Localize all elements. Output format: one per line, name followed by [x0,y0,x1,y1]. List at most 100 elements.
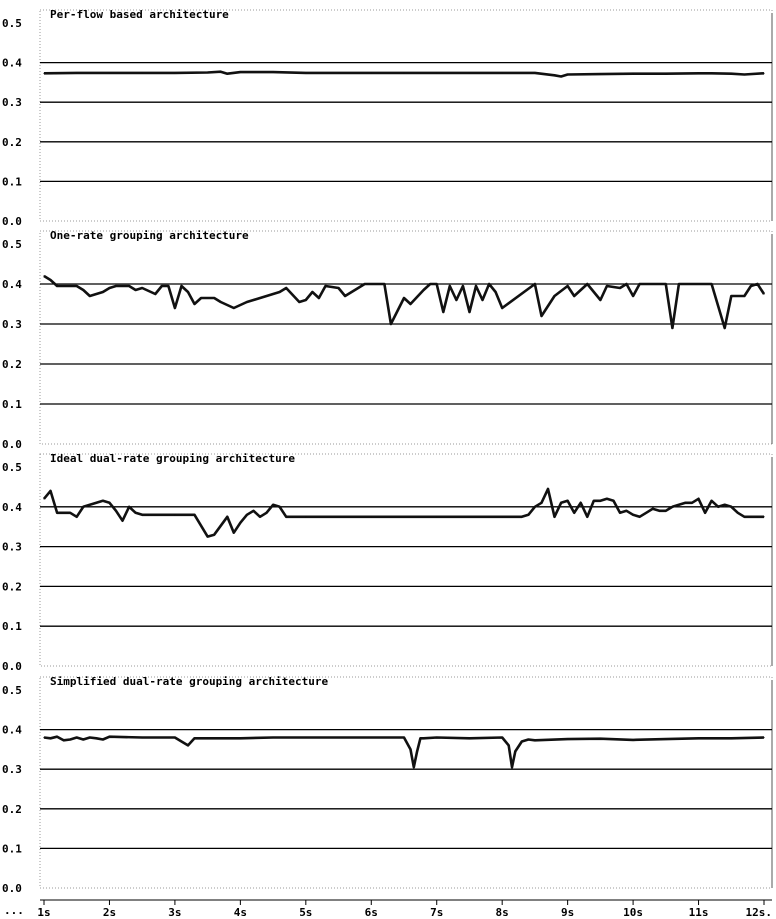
data-point [586,283,588,285]
x-tick-label: 10s [623,906,643,919]
panel-frame-2 [39,230,773,445]
x-tick-label: 1s [37,906,50,919]
data-point [43,736,45,739]
x-tick-label: 12s. [746,906,773,919]
data-point [213,297,215,299]
data-point [272,293,274,295]
data-point [148,514,150,516]
data-point [436,736,438,739]
data-point [403,736,405,739]
data-point [416,750,418,752]
data-point [63,739,65,741]
data-point [455,299,457,301]
data-point [403,297,405,299]
data-point [56,512,58,514]
x-tick-label: 8s [496,906,509,919]
y-tick-label: 0.0 [2,438,22,451]
data-point [743,516,745,518]
data-point [475,285,477,287]
y-tick-label: 0.3 [2,763,22,776]
y-tick-label: 0.2 [2,803,22,816]
data-point [678,283,680,285]
data-point [102,738,104,741]
data-point [599,73,601,75]
data-point [207,737,209,739]
data-point [364,283,366,285]
data-point [337,736,340,739]
data-point [141,72,143,74]
data-point [743,73,745,76]
data-point [311,291,313,293]
data-point [43,72,45,74]
data-point [305,736,307,739]
data-point [49,737,52,739]
data-point [750,516,752,518]
data-point [625,283,628,285]
data-point [285,516,287,518]
data-point [95,737,97,739]
data-point [239,522,241,524]
panel-frame-3 [39,453,773,667]
data-point [508,744,510,747]
y-tick-label: 0.1 [2,620,22,633]
data-point [390,323,392,325]
data-point [560,75,562,78]
data-point [730,506,732,508]
data-point [645,512,647,514]
data-point [697,498,700,500]
data-point [174,736,176,739]
data-point [436,72,438,74]
data-point [141,514,143,516]
data-point [547,488,549,490]
data-point [233,307,235,309]
data-point [226,73,228,75]
panel-title-2: One-rate grouping architecture [50,229,249,242]
data-point [553,516,556,518]
data-point [606,498,608,500]
data-point [468,311,471,313]
y-tick-label: 0.2 [2,580,22,593]
data-point [423,289,425,291]
data-point [678,504,680,506]
data-point [567,738,569,740]
data-point [449,285,451,287]
x-axis-leading-label: ... [4,904,24,917]
x-tick-label: 6s [365,906,378,919]
data-point [724,327,726,329]
data-point [180,740,183,743]
data-point [429,283,431,285]
data-point [76,736,78,739]
data-point [135,289,137,291]
data-point [161,285,163,287]
data-point [553,295,556,297]
data-point [436,283,438,285]
data-point [121,520,124,522]
y-tick-label: 0.1 [2,175,22,188]
data-point [711,283,713,285]
data-point [76,285,78,287]
data-point [599,738,601,740]
data-point [468,737,471,739]
data-point [239,737,241,739]
y-tick-label: 0.5 [2,17,22,30]
data-point [606,285,608,287]
data-point [108,502,111,504]
data-point [730,737,732,739]
data-point [684,502,687,504]
data-point [619,287,621,289]
data-point [69,512,71,514]
data-point [763,72,765,74]
data-point [108,287,111,289]
data-point [527,738,529,741]
series-line-3-1 [42,487,764,538]
data-point [344,295,346,297]
panel-title-1: Per-flow based architecture [50,8,229,21]
y-tick-label: 0.2 [2,358,22,371]
data-point [658,510,660,512]
data-point [724,504,726,506]
data-point [193,303,196,305]
data-point [593,500,595,502]
panel-title-4: Simplified dual-rate grouping architectu… [50,675,329,688]
data-point [128,506,130,508]
x-tick-label: 2s [103,906,116,919]
